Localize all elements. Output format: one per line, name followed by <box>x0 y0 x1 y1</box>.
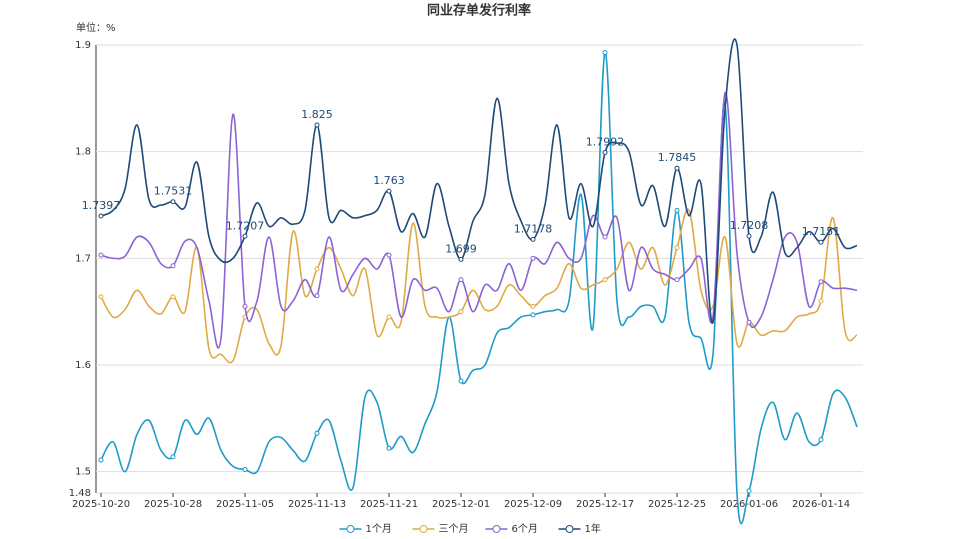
data-label: 1.763 <box>373 174 405 187</box>
legend-icon-marker <box>565 525 574 533</box>
point-marker <box>530 312 536 318</box>
legend-label: 1年 <box>585 522 601 535</box>
data-label: 1.7207 <box>226 219 265 232</box>
data-label: 1.7151 <box>802 225 841 238</box>
point-marker <box>458 256 464 262</box>
y-tick-label: 1.48 <box>69 488 91 499</box>
point-marker <box>386 314 392 320</box>
point-marker <box>602 150 608 156</box>
y-tick-label: 1.5 <box>75 467 91 478</box>
point-marker <box>530 303 536 309</box>
point-marker <box>602 234 608 240</box>
series-line <box>100 38 858 324</box>
legend-item[interactable]: 1个月 <box>339 523 392 535</box>
point-marker <box>242 303 248 309</box>
chart-title: 同业存单发行利率 <box>427 3 531 19</box>
data-label: 1.7992 <box>586 136 625 149</box>
x-tick-label: 2025-12-01 <box>432 499 490 510</box>
point-marker <box>746 233 752 239</box>
x-tick-label: 2025-12-25 <box>648 499 706 510</box>
series-line <box>100 51 858 525</box>
x-tick-label: 2026-01-06 <box>720 499 778 510</box>
legend-item[interactable]: 6个月 <box>485 523 538 535</box>
point-marker <box>98 252 104 258</box>
point-marker <box>98 294 104 300</box>
point-marker <box>746 319 752 325</box>
point-marker <box>170 454 176 460</box>
data-label: 1.699 <box>445 242 477 255</box>
point-marker <box>674 277 680 283</box>
x-tick-label: 2025-11-21 <box>360 499 418 510</box>
point-marker <box>98 213 104 219</box>
x-tick-label: 2025-10-20 <box>72 499 130 510</box>
point-marker <box>458 309 464 315</box>
point-marker <box>314 266 320 272</box>
x-tick-label: 2025-12-09 <box>504 499 562 510</box>
point-marker <box>98 457 104 463</box>
data-label: 1.7531 <box>154 185 193 198</box>
point-marker <box>602 277 608 283</box>
point-marker <box>314 122 320 128</box>
x-tick-label: 2026-01-14 <box>792 499 850 510</box>
legend-label: 三个月 <box>439 523 469 535</box>
x-tick-label: 2025-11-13 <box>288 499 346 510</box>
point-marker <box>746 488 752 494</box>
point-marker <box>170 294 176 300</box>
point-marker <box>314 430 320 436</box>
point-marker <box>386 252 392 258</box>
point-marker <box>530 236 536 242</box>
point-marker <box>602 49 608 55</box>
legend-icon-marker <box>419 525 428 533</box>
legend-label: 1个月 <box>366 523 392 535</box>
point-marker <box>314 293 320 299</box>
x-tick-label: 2025-12-17 <box>576 499 634 510</box>
point-marker <box>674 245 680 251</box>
y-tick-label: 1.9 <box>75 40 91 51</box>
legend-icon-marker <box>346 525 355 533</box>
point-marker <box>170 263 176 269</box>
point-marker <box>242 233 248 239</box>
x-tick-label: 2025-11-05 <box>216 499 274 510</box>
point-marker <box>818 437 824 443</box>
y-tick-label: 1.7 <box>75 253 91 264</box>
y-tick-label: 1.6 <box>75 360 91 371</box>
data-label: 1.7178 <box>514 222 553 235</box>
legend-label: 6个月 <box>512 523 538 535</box>
point-marker <box>386 445 392 451</box>
legend-item[interactable]: 三个月 <box>412 523 469 535</box>
point-marker <box>674 207 680 213</box>
point-marker <box>386 188 392 194</box>
point-marker <box>458 277 464 283</box>
point-marker <box>242 467 248 473</box>
x-tick-label: 2025-10-28 <box>144 499 202 510</box>
point-marker <box>170 199 176 205</box>
y-axis-title: 单位：% <box>76 21 116 34</box>
legend-icon-marker <box>492 525 501 533</box>
point-marker <box>530 255 536 261</box>
point-marker <box>818 239 824 245</box>
data-label: 1.7208 <box>730 219 769 232</box>
series-line <box>100 92 858 349</box>
legend-item[interactable]: 1年 <box>558 522 601 535</box>
point-marker <box>818 279 824 285</box>
point-marker <box>674 165 680 171</box>
point-marker <box>818 298 824 304</box>
data-label: 1.7397 <box>82 199 121 212</box>
y-tick-label: 1.8 <box>75 147 91 158</box>
point-marker <box>458 378 464 384</box>
data-label: 1.825 <box>301 108 333 121</box>
series-line <box>100 208 858 364</box>
data-label: 1.7845 <box>658 151 697 164</box>
